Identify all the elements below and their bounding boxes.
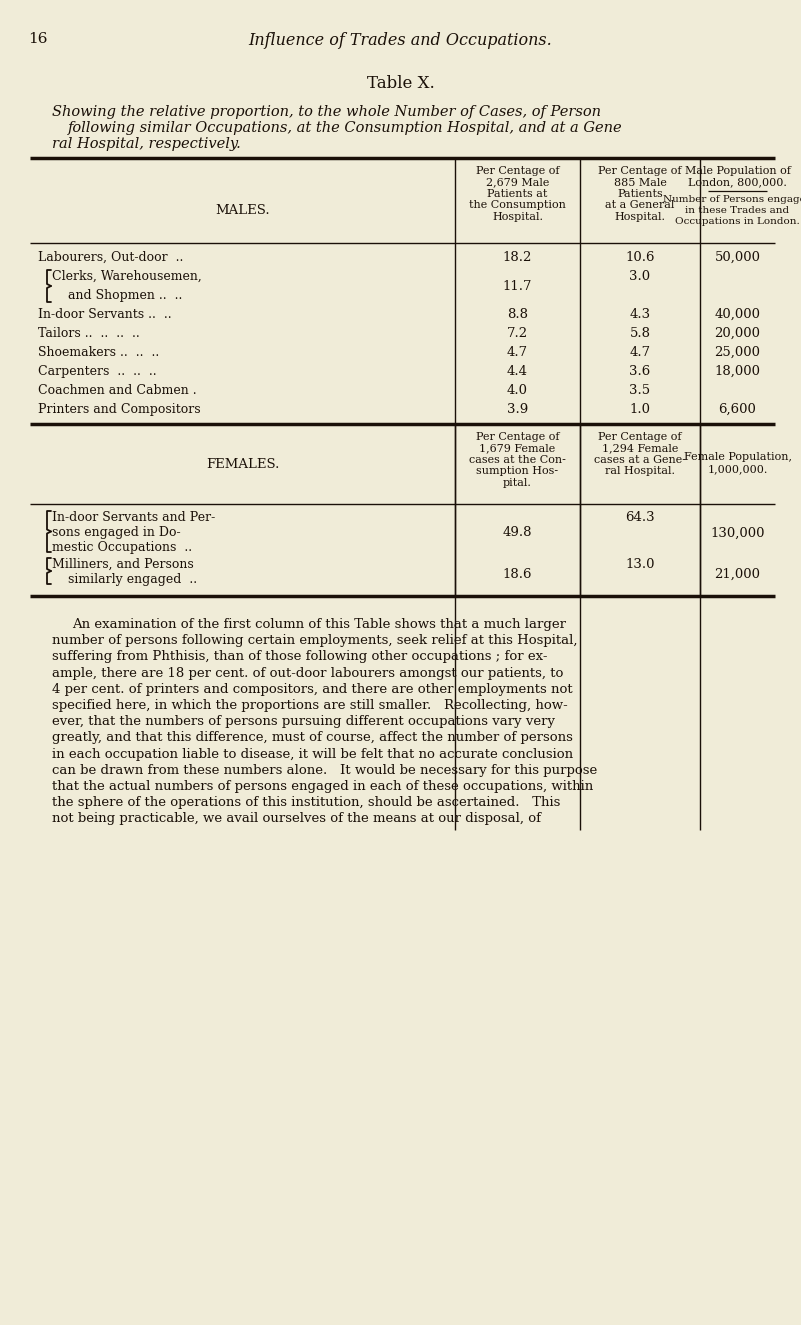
Text: at a General: at a General [606,200,674,211]
Text: Carpenters  ..  ..  ..: Carpenters .. .. .. [38,364,157,378]
Text: 5.8: 5.8 [630,327,650,341]
Text: 11.7: 11.7 [503,280,532,293]
Text: 1,679 Female: 1,679 Female [479,444,556,453]
Text: Per Centage of: Per Centage of [598,432,682,443]
Text: 20,000: 20,000 [714,327,760,341]
Text: Coachmen and Cabmen .: Coachmen and Cabmen . [38,384,196,398]
Text: Patients at: Patients at [487,189,548,199]
Text: 7.2: 7.2 [507,327,528,341]
Text: and Shopmen ..  ..: and Shopmen .. .. [52,289,183,302]
Text: 49.8: 49.8 [503,526,532,539]
Text: Table X.: Table X. [367,76,434,91]
Text: 3.9: 3.9 [507,403,528,416]
Text: cases at the Con-: cases at the Con- [469,454,566,465]
Text: the Consumption: the Consumption [469,200,566,211]
Text: 4.0: 4.0 [507,384,528,398]
Text: 18,000: 18,000 [714,364,760,378]
Text: sons engaged in Do-: sons engaged in Do- [52,526,180,539]
Text: 885 Male: 885 Male [614,178,666,188]
Text: Influence of Trades and Occupations.: Influence of Trades and Occupations. [248,32,553,49]
Text: that the actual numbers of persons engaged in each of these occupations, within: that the actual numbers of persons engag… [52,780,594,792]
Text: Milliners, and Persons: Milliners, and Persons [52,558,194,571]
Text: An examination of the first column of this Table shows that a much larger: An examination of the first column of th… [72,617,566,631]
Text: 4.3: 4.3 [630,307,650,321]
Text: the sphere of the operations of this institution, should be ascertained.   This: the sphere of the operations of this ins… [52,796,561,810]
Text: 50,000: 50,000 [714,250,760,264]
Text: 64.3: 64.3 [626,511,654,523]
Text: 1,000,000.: 1,000,000. [707,464,767,474]
Text: MALES.: MALES. [215,204,270,216]
Text: ral Hospital.: ral Hospital. [605,466,675,477]
Text: Labourers, Out-door  ..: Labourers, Out-door .. [38,250,183,264]
Text: pital.: pital. [503,478,532,488]
Text: 4.4: 4.4 [507,364,528,378]
Text: 4.7: 4.7 [630,346,650,359]
Text: 10.6: 10.6 [626,250,654,264]
Text: 13.0: 13.0 [626,558,654,571]
Text: Male Population of: Male Population of [685,166,791,176]
Text: 2,679 Male: 2,679 Male [486,178,549,188]
Text: Patients: Patients [617,189,663,199]
Text: Tailors ..  ..  ..  ..: Tailors .. .. .. .. [38,327,139,341]
Text: Printers and Compositors: Printers and Compositors [38,403,200,416]
Text: 3.5: 3.5 [630,384,650,398]
Text: 4.7: 4.7 [507,346,528,359]
Text: Showing the relative proportion, to the whole Number of Cases, of Person: Showing the relative proportion, to the … [52,105,601,119]
Text: Female Population,: Female Population, [683,452,791,462]
Text: In-door Servants ..  ..: In-door Servants .. .. [38,307,171,321]
Text: 8.8: 8.8 [507,307,528,321]
Text: similarly engaged  ..: similarly engaged .. [52,572,197,586]
Text: Occupations in London.: Occupations in London. [675,217,800,227]
Text: 18.2: 18.2 [503,250,532,264]
Text: specified here, in which the proportions are still smaller.   Recollecting, how-: specified here, in which the proportions… [52,700,568,712]
Text: Hospital.: Hospital. [492,212,543,223]
Text: mestic Occupations  ..: mestic Occupations .. [52,541,192,554]
Text: 1.0: 1.0 [630,403,650,416]
Text: ever, that the numbers of persons pursuing different occupations vary very: ever, that the numbers of persons pursui… [52,716,555,729]
Text: 3.0: 3.0 [630,270,650,284]
Text: not being practicable, we avail ourselves of the means at our disposal, of: not being practicable, we avail ourselve… [52,812,541,825]
Text: London, 800,000.: London, 800,000. [688,178,787,187]
Text: following similar Occupations, at the Consumption Hospital, and at a Gene: following similar Occupations, at the Co… [68,121,622,135]
Text: Number of Persons engaged: Number of Persons engaged [662,195,801,204]
Text: number of persons following certain employments, seek relief at this Hospital,: number of persons following certain empl… [52,635,578,647]
Text: ral Hospital, respectively.: ral Hospital, respectively. [52,136,241,151]
Text: 4 per cent. of printers and compositors, and there are other employments not: 4 per cent. of printers and compositors,… [52,682,573,696]
Text: Shoemakers ..  ..  ..: Shoemakers .. .. .. [38,346,159,359]
Text: In-door Servants and Per-: In-door Servants and Per- [52,511,215,523]
Text: greatly, and that this difference, must of course, affect the number of persons: greatly, and that this difference, must … [52,731,573,745]
Text: Per Centage of: Per Centage of [476,166,559,176]
Text: in these Trades and: in these Trades and [686,205,790,215]
Text: 3.6: 3.6 [630,364,650,378]
Text: 40,000: 40,000 [714,307,760,321]
Text: 6,600: 6,600 [718,403,756,416]
Text: in each occupation liable to disease, it will be felt that no accurate conclusio: in each occupation liable to disease, it… [52,747,574,761]
Text: can be drawn from these numbers alone.   It would be necessary for this purpose: can be drawn from these numbers alone. I… [52,763,598,776]
Text: Clerks, Warehousemen,: Clerks, Warehousemen, [52,270,202,284]
Text: cases at a Gene-: cases at a Gene- [594,454,686,465]
Text: Per Centage of: Per Centage of [476,432,559,443]
Text: 21,000: 21,000 [714,568,760,580]
Text: 18.6: 18.6 [503,568,532,580]
Text: suffering from Phthisis, than of those following other occupations ; for ex-: suffering from Phthisis, than of those f… [52,651,548,664]
Text: sumption Hos-: sumption Hos- [477,466,558,477]
Text: 1,294 Female: 1,294 Female [602,444,678,453]
Text: FEMALES.: FEMALES. [206,458,280,472]
Text: ample, there are 18 per cent. of out-door labourers amongst our patients, to: ample, there are 18 per cent. of out-doo… [52,666,563,680]
Text: 130,000: 130,000 [710,526,765,539]
Text: 25,000: 25,000 [714,346,760,359]
Text: 16: 16 [28,32,47,46]
Text: Hospital.: Hospital. [614,212,666,223]
Text: Per Centage of: Per Centage of [598,166,682,176]
